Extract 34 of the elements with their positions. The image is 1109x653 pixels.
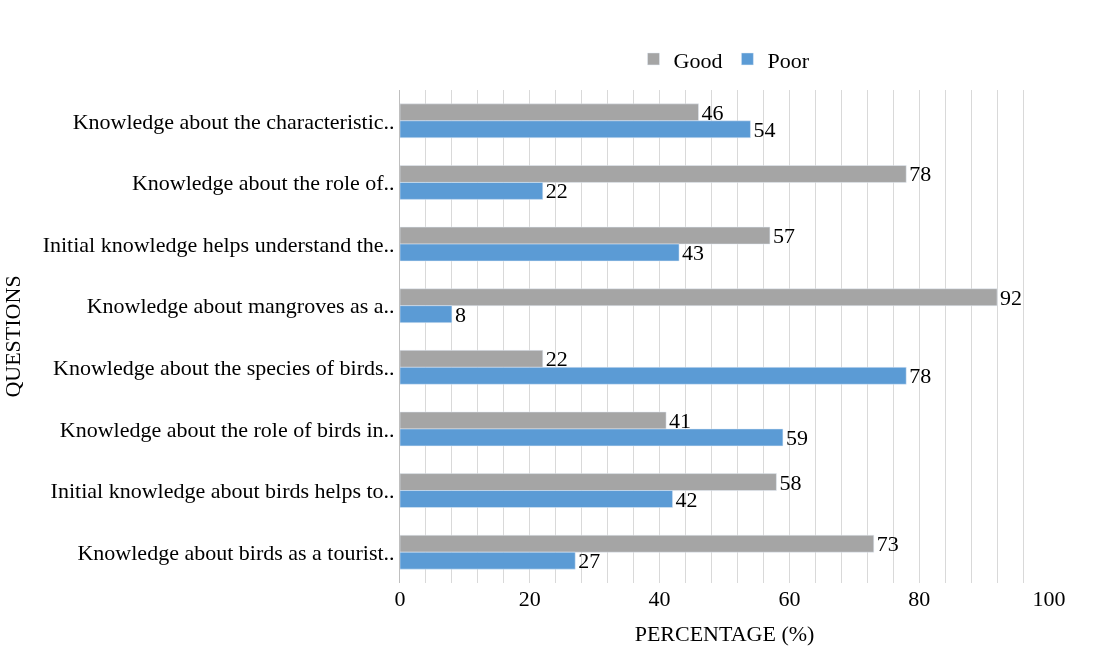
y-axis-title: QUESTIONS (0, 275, 26, 398)
x-tick-label: 80 (908, 586, 931, 611)
y-tick-label: Knowledge about the role of birds in.. (59, 416, 395, 442)
y-tick-label: Initial knowledge helps understand the.. (42, 231, 395, 257)
data-label: 42 (675, 486, 698, 512)
data-label: 43 (682, 240, 705, 266)
x-tick-label: 100 (1032, 586, 1066, 611)
data-label: 22 (545, 346, 568, 372)
data-label: 8 (454, 301, 466, 327)
x-tick-label: 40 (648, 586, 671, 611)
y-tick-label: Knowledge about the role of.. (131, 170, 395, 196)
y-tick-label: Knowledge about the species of birds.. (53, 355, 395, 381)
data-label: 54 (753, 116, 776, 142)
data-label: 41 (669, 407, 692, 433)
data-label: 78 (909, 161, 932, 187)
data-label: 58 (779, 469, 802, 495)
data-label: 73 (876, 531, 899, 557)
legend-label: Poor (767, 47, 810, 73)
x-axis-title: PERCENTAGE (%) (634, 620, 815, 646)
data-label: 78 (909, 363, 932, 389)
y-tick-label: Knowledge about mangroves as a.. (86, 293, 395, 319)
x-tick-label: 20 (518, 586, 541, 611)
data-label: 46 (701, 99, 724, 125)
data-label: 22 (545, 178, 568, 204)
y-tick-label: Knowledge about birds as a tourist.. (77, 539, 395, 565)
x-tick-label: 0 (394, 586, 406, 611)
legend-label: Good (673, 47, 723, 73)
data-label: 27 (578, 548, 601, 574)
y-tick-label: Knowledge about the characteristic.. (72, 108, 395, 134)
data-label: 57 (772, 223, 795, 249)
x-tick-label: 60 (778, 586, 801, 611)
data-label: 59 (785, 424, 808, 450)
y-tick-label: Initial knowledge about birds helps to.. (50, 478, 395, 504)
data-label: 92 (1000, 284, 1023, 310)
